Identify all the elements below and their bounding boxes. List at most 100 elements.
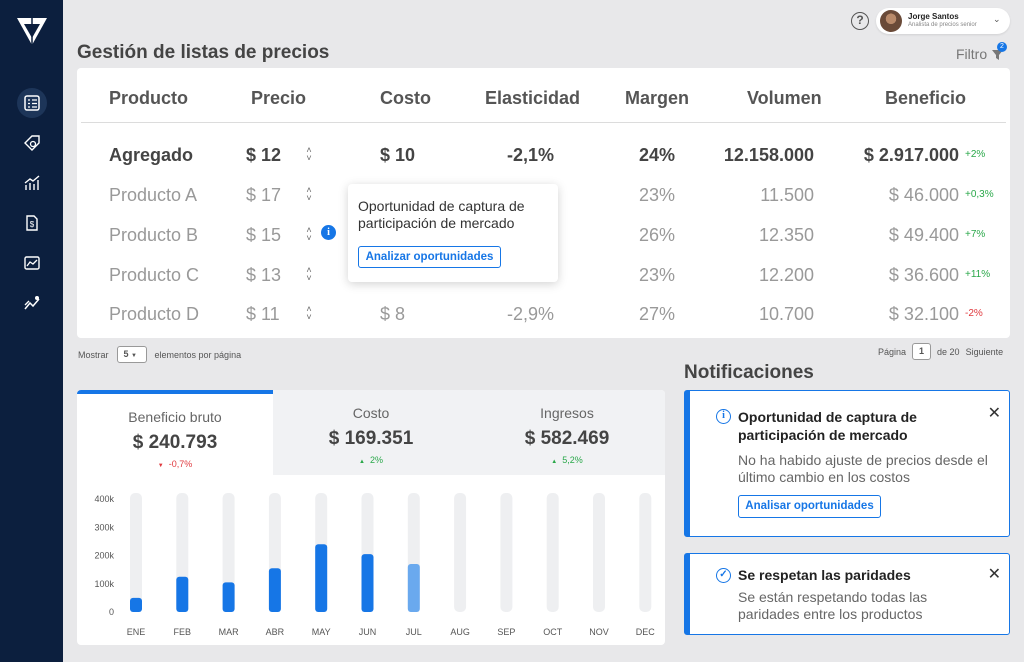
bar-track	[222, 493, 235, 612]
x-tick-label: DEC	[636, 627, 656, 637]
column-header-volumen[interactable]: Volumen	[747, 88, 822, 108]
trend-up-icon: ▲	[359, 459, 365, 465]
tooltip-text: Oportunidad de captura de participación …	[358, 198, 525, 231]
cell-producto: Producto A	[109, 185, 198, 205]
notification-body: No ha habido ajuste de precios desde el …	[738, 452, 988, 485]
notification-title: Se respetan las paridades	[738, 567, 911, 583]
close-icon[interactable]: ✕	[987, 405, 1001, 422]
cell-margen: 27%	[638, 304, 675, 324]
x-tick-label: FEB	[174, 627, 192, 637]
notification-card-opportunity: i Oportunidad de captura de participació…	[684, 390, 1010, 537]
kpi-value: $ 582.469	[524, 428, 610, 449]
change-badge: +2%	[965, 149, 986, 160]
tab-beneficio-bruto[interactable]: Beneficio bruto $ 240.793 ▼ -0,7%	[77, 390, 273, 475]
column-header-margen[interactable]: Margen	[625, 88, 690, 108]
tab-costo[interactable]: Costo $ 169.351 ▲ 2%	[273, 390, 469, 475]
user-role: Analista de precios senior	[908, 22, 977, 28]
page-title: Gestión de listas de precios	[77, 42, 330, 63]
info-icon[interactable]: i	[321, 225, 336, 240]
close-icon[interactable]: ✕	[987, 566, 1001, 583]
cell-precio: $ 13	[246, 265, 282, 285]
x-tick-label: OCT	[543, 627, 563, 637]
current-page-input[interactable]: 1	[912, 343, 932, 360]
cell-margen: 23%	[638, 185, 675, 205]
bar-jul[interactable]	[407, 563, 420, 612]
info-icon: i	[716, 409, 731, 424]
cell-beneficio: $ 32.100	[888, 304, 959, 324]
analyze-opportunities-button[interactable]: Analisar oportunidades	[738, 495, 881, 518]
user-menu[interactable]: Jorge Santos Analista de precios senior …	[876, 8, 1010, 34]
tab-ingresos[interactable]: Ingresos $ 582.469 ▲ 5,2%	[469, 390, 665, 475]
bar-track	[593, 493, 605, 612]
total-pages: de 20	[937, 346, 960, 357]
sidebar-item-reports[interactable]	[17, 248, 47, 278]
sidebar-item-price-lists[interactable]	[17, 88, 47, 118]
avatar	[880, 10, 902, 32]
cell-beneficio: $ 49.400	[888, 225, 959, 245]
column-header-producto[interactable]: Producto	[109, 88, 188, 108]
bar-feb[interactable]	[176, 576, 189, 612]
cell-volumen: 11.500	[760, 185, 814, 205]
cell-elasticidad: -2,1%	[506, 145, 554, 165]
x-tick-label: ABR	[266, 627, 285, 637]
caret-down-icon: ▼	[131, 353, 137, 359]
cell-precio: $ 11	[246, 304, 280, 324]
cell-margen: 26%	[638, 225, 675, 245]
x-tick-label: JUN	[359, 627, 377, 637]
cell-precio: $ 15	[246, 225, 282, 245]
bar-may[interactable]	[315, 544, 328, 612]
user-name: Jorge Santos	[908, 12, 959, 21]
sidebar-item-pricing[interactable]	[17, 128, 47, 158]
next-page-link[interactable]: Siguiente	[965, 346, 1004, 357]
filter-label: Filtro	[956, 46, 988, 62]
kpi-change: ▲ 5,2%	[469, 455, 665, 465]
sidebar: $	[0, 0, 63, 662]
brand-logo[interactable]	[16, 16, 48, 46]
price-stepper[interactable]: ˄ ˅	[306, 145, 312, 163]
sidebar-item-invoices[interactable]: $	[17, 208, 47, 238]
kpi-change-value: 5,2%	[562, 455, 583, 465]
x-tick-label: ENE	[127, 627, 146, 637]
price-stepper[interactable]: ˄ ˅	[306, 265, 312, 283]
change-badge: +0,3%	[965, 189, 994, 200]
page-size-value: 5	[123, 349, 129, 359]
help-icon[interactable]: ?	[851, 12, 869, 30]
check-circle-icon: ✓	[716, 568, 731, 583]
sidebar-item-analytics[interactable]	[17, 168, 47, 198]
y-tick-label: 0	[109, 607, 114, 617]
analyze-opportunities-button[interactable]: Analizar oportunidades	[358, 246, 501, 268]
cell-costo: $ 10	[380, 145, 416, 165]
cell-beneficio: $ 2.917.000	[863, 145, 959, 165]
chevron-down-icon: ⌄	[993, 14, 1001, 24]
price-stepper[interactable]: ˄ ˅	[306, 304, 312, 322]
bar-ene[interactable]	[130, 597, 142, 612]
price-stepper[interactable]: ˄ ˅	[306, 185, 312, 203]
cell-volumen: 12.200	[758, 265, 814, 285]
column-header-costo[interactable]: Costo	[380, 88, 431, 108]
bar-jun[interactable]	[361, 554, 374, 612]
funnel-icon	[992, 49, 1004, 60]
column-header-beneficio[interactable]: Beneficio	[885, 88, 967, 108]
kpi-label: Ingresos	[540, 405, 594, 421]
column-header-elasticidad[interactable]: Elasticidad	[485, 88, 581, 108]
cell-volumen: 12.158.000	[723, 145, 814, 165]
per-page-suffix: elementos por página	[154, 349, 242, 360]
svg-text:$: $	[30, 220, 35, 229]
page-size-select[interactable]: 5 ▼	[116, 346, 147, 363]
bar-track	[639, 493, 652, 612]
cell-producto: Producto D	[109, 304, 200, 324]
page-size-control: Mostrar 5 ▼ elementos por página	[78, 346, 241, 363]
column-header-precio[interactable]: Precio	[251, 88, 307, 108]
cell-margen: 24%	[638, 145, 675, 165]
bar-track	[500, 493, 513, 612]
sidebar-item-forecast[interactable]	[17, 288, 47, 318]
kpi-value: $ 240.793	[132, 432, 218, 453]
bar-mar[interactable]	[222, 582, 235, 612]
chart-window-icon	[24, 256, 40, 270]
cell-costo: $ 8	[380, 304, 406, 324]
bar-abr[interactable]	[268, 568, 281, 612]
cell-volumen: 12.350	[758, 225, 814, 245]
price-stepper[interactable]: ˄ ˅	[306, 225, 312, 243]
filter-button[interactable]: Filtro	[956, 46, 1004, 62]
opportunity-tooltip: Oportunidad de captura de participación …	[348, 184, 558, 282]
